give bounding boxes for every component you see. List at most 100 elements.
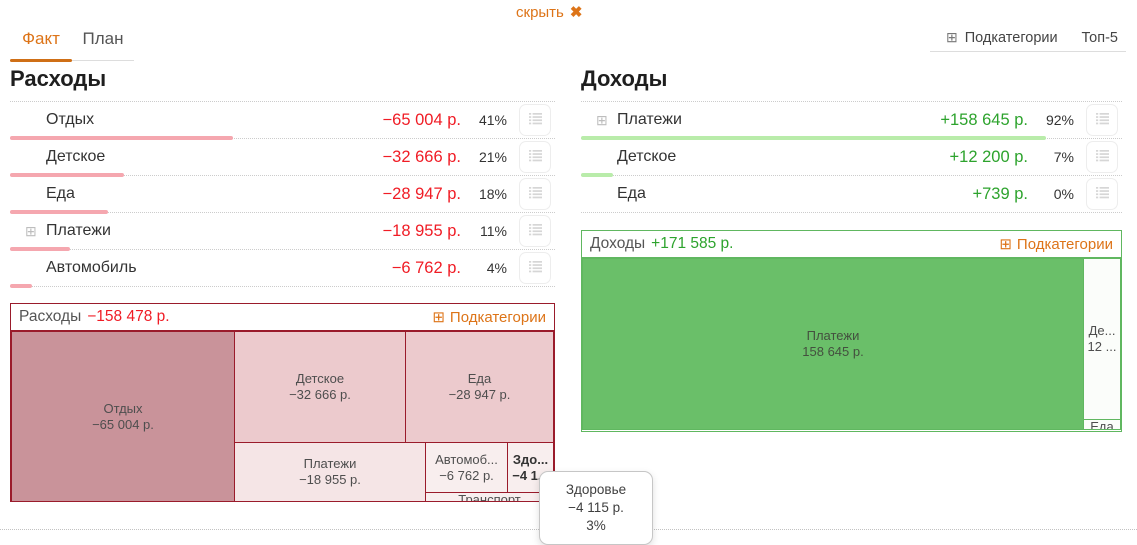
percent-value: 7% xyxy=(1053,149,1074,165)
category-label: Еда xyxy=(617,185,646,202)
tab-plan[interactable]: План xyxy=(82,29,124,48)
share-bar xyxy=(10,210,109,214)
subcategories-toggle[interactable]: Подкатегории xyxy=(964,29,1058,46)
list-icon xyxy=(528,185,543,203)
cell-label: Отдых xyxy=(103,400,143,416)
transactions-list-button[interactable] xyxy=(1086,178,1118,210)
transactions-list-button[interactable] xyxy=(519,141,551,173)
cell-amount: 12 ... xyxy=(1087,339,1117,354)
share-bar xyxy=(581,173,614,177)
incomes-treemap-body: Платежи 158 645 р. Де... 12 ... Еда xyxy=(582,258,1121,430)
treemap-total: −158 478 р. xyxy=(87,308,170,325)
cell-label: Платежи xyxy=(806,328,860,343)
subcategories-link[interactable]: ⊞ Подкатегории xyxy=(999,235,1113,254)
incomes-panel: Доходы ⊞ Платежи +158 645 р. 92% Детское… xyxy=(581,66,1122,213)
subcategories-link[interactable]: ⊞ Подкатегории xyxy=(432,308,546,327)
transactions-list-button[interactable] xyxy=(519,178,551,210)
table-row[interactable]: Отдых −65 004 р. 41% xyxy=(10,102,555,140)
percent-value: 4% xyxy=(486,260,507,276)
treemap-title: Доходы xyxy=(590,235,646,252)
treemap-cell-avtomobil[interactable]: Автомоб... −6 762 р. xyxy=(425,442,508,493)
treemap-tooltip: Здоровье −4 115 р. 3% xyxy=(539,471,653,545)
treemap-cell-zdorovye[interactable]: Здо... −4 1... xyxy=(507,442,554,493)
transactions-list-button[interactable] xyxy=(519,104,551,136)
hide-label: скрыть xyxy=(516,3,564,21)
list-icon xyxy=(1095,185,1110,203)
table-row[interactable]: Детское +12 200 р. 7% xyxy=(581,139,1122,177)
percent-value: 11% xyxy=(480,223,507,239)
incomes-treemap-header: Доходы +171 585 р. ⊞ Подкатегории xyxy=(582,231,1121,258)
treemap-cell-otdyh[interactable]: Отдых −65 004 р. xyxy=(11,331,235,502)
category-label: Платежи xyxy=(617,111,682,128)
percent-value: 21% xyxy=(478,149,507,165)
percent-value: 0% xyxy=(1053,186,1074,202)
list-icon xyxy=(1095,111,1110,129)
expenses-panel: Расходы Отдых −65 004 р. 41% Детское −32… xyxy=(10,66,555,288)
expenses-title: Расходы xyxy=(10,66,107,91)
expand-subcategories-icon[interactable]: ⊞ xyxy=(596,111,608,128)
treemap-cell-transport[interactable]: Транспорт xyxy=(425,492,554,502)
amount-value: −65 004 р. xyxy=(382,110,461,129)
table-row[interactable]: ⊞ Платежи −18 955 р. 11% xyxy=(10,213,555,251)
hide-button[interactable]: скрыть ✖ xyxy=(516,3,582,22)
subcategories-expand-icon: ⊞ xyxy=(946,29,958,45)
treemap-cell-detskoe[interactable]: Детское −32 666 р. xyxy=(234,331,406,443)
category-label: Автомобиль xyxy=(46,259,137,276)
list-icon xyxy=(528,148,543,166)
percent-value: 92% xyxy=(1045,112,1074,128)
cell-amount: −32 666 р. xyxy=(289,387,351,402)
incomes-treemap: Доходы +171 585 р. ⊞ Подкатегории Платеж… xyxy=(581,230,1122,432)
expenses-list: Отдых −65 004 р. 41% Детское −32 666 р. … xyxy=(10,101,555,288)
list-icon xyxy=(1095,148,1110,166)
active-tab-indicator xyxy=(10,59,72,62)
treemap-title: Расходы xyxy=(19,308,82,325)
treemap-cell-platezhi[interactable]: Платежи 158 645 р. xyxy=(582,258,1084,430)
transactions-list-button[interactable] xyxy=(1086,141,1118,173)
table-row[interactable]: Детское −32 666 р. 21% xyxy=(10,139,555,177)
share-bar xyxy=(10,247,70,251)
amount-value: −32 666 р. xyxy=(382,147,461,166)
table-row[interactable]: ⊞ Платежи +158 645 р. 92% xyxy=(581,102,1122,140)
subcategories-link-label: Подкатегории xyxy=(1016,235,1113,253)
amount-value: −28 947 р. xyxy=(382,184,461,203)
tab-fact[interactable]: Факт xyxy=(22,29,60,48)
transactions-list-button[interactable] xyxy=(519,252,551,284)
expenses-treemap-header: Расходы −158 478 р. ⊞ Подкатегории xyxy=(11,304,554,331)
transactions-list-button[interactable] xyxy=(1086,104,1118,136)
table-row[interactable]: Еда −28 947 р. 18% xyxy=(10,176,555,214)
tooltip-percent: 3% xyxy=(586,518,606,533)
treemap-cell-platezhi[interactable]: Платежи −18 955 р. xyxy=(234,442,426,502)
cell-label: Де... xyxy=(1088,323,1116,338)
table-row[interactable]: Еда +739 р. 0% xyxy=(581,176,1122,213)
expenses-treemap-body: Отдых −65 004 р. Детское −32 666 р. Еда … xyxy=(11,331,554,502)
incomes-title: Доходы xyxy=(581,66,668,91)
tooltip-amount: −4 115 р. xyxy=(568,500,624,515)
cell-amount: −18 955 р. xyxy=(299,472,361,487)
percent-value: 41% xyxy=(478,112,507,128)
amount-value: +739 р. xyxy=(972,184,1028,203)
category-label: Платежи xyxy=(46,222,111,239)
cell-amount: −6 762 р. xyxy=(439,467,494,483)
view-tabs: Факт План xyxy=(10,24,134,62)
top5-toggle[interactable]: Топ-5 xyxy=(1081,29,1118,46)
treemap-cell-eda[interactable]: Еда xyxy=(1083,419,1121,430)
expand-icon: ⊞ xyxy=(432,309,445,326)
cell-label: Здо... xyxy=(512,451,549,467)
amount-value: −18 955 р. xyxy=(382,221,461,240)
cell-label: Платежи xyxy=(303,456,357,471)
treemap-cell-eda[interactable]: Еда −28 947 р. xyxy=(405,331,554,443)
cell-label: Еда xyxy=(467,371,492,386)
category-label: Детское xyxy=(617,148,677,165)
list-icon xyxy=(528,259,543,277)
top-controls: ⊞ Подкатегории Топ-5 xyxy=(930,24,1126,52)
cell-amount: −28 947 р. xyxy=(448,387,511,402)
table-row[interactable]: Автомобиль −6 762 р. 4% xyxy=(10,250,555,288)
amount-value: −6 762 р. xyxy=(391,258,461,277)
cell-label: Автомоб... xyxy=(435,451,498,467)
expand-icon: ⊞ xyxy=(999,236,1012,253)
treemap-cell-detskoe[interactable]: Де... 12 ... xyxy=(1083,258,1121,420)
expand-subcategories-icon[interactable]: ⊞ xyxy=(25,222,37,239)
transactions-list-button[interactable] xyxy=(519,215,551,247)
amount-value: +12 200 р. xyxy=(949,147,1028,166)
share-bar xyxy=(10,173,125,177)
